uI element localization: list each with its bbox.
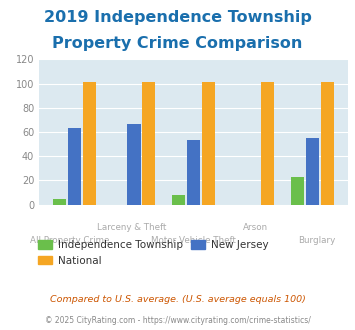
Bar	[187, 141, 200, 205]
Bar	[142, 82, 155, 205]
Text: Larceny & Theft: Larceny & Theft	[97, 223, 166, 232]
Text: All Property Crime: All Property Crime	[30, 236, 110, 245]
Text: © 2025 CityRating.com - https://www.cityrating.com/crime-statistics/: © 2025 CityRating.com - https://www.city…	[45, 316, 310, 325]
Text: Compared to U.S. average. (U.S. average equals 100): Compared to U.S. average. (U.S. average …	[50, 295, 305, 304]
Bar	[172, 195, 185, 205]
Bar	[202, 82, 215, 205]
Bar	[306, 138, 319, 205]
Bar	[291, 177, 304, 205]
Bar	[127, 123, 141, 205]
Text: Motor Vehicle Theft: Motor Vehicle Theft	[151, 236, 236, 245]
Text: Burglary: Burglary	[299, 236, 335, 245]
Text: 2019 Independence Township: 2019 Independence Township	[44, 10, 311, 25]
Bar	[68, 128, 81, 205]
Bar	[261, 82, 274, 205]
Legend: Independence Township, National, New Jersey: Independence Township, National, New Jer…	[34, 236, 273, 270]
Text: Arson: Arson	[243, 223, 268, 232]
Bar	[321, 82, 334, 205]
Text: Property Crime Comparison: Property Crime Comparison	[52, 36, 303, 51]
Bar	[83, 82, 96, 205]
Bar	[53, 199, 66, 205]
